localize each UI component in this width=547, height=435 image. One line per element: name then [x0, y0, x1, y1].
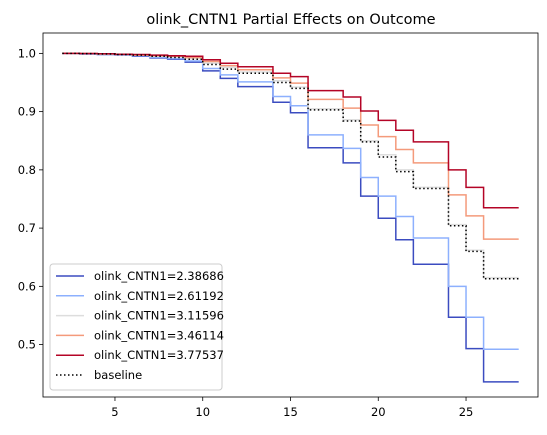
- series-line-4: [62, 52, 519, 240]
- legend-label: olink_CNTN1=2.61192: [94, 289, 224, 303]
- y-tick-label: 0.6: [18, 279, 36, 293]
- legend-box: [49, 263, 223, 391]
- y-tick-label: 0.5: [18, 338, 36, 352]
- series-line-3: [62, 52, 519, 279]
- legend-label: olink_CNTN1=3.46114: [94, 328, 224, 342]
- chart-title: olink_CNTN1 Partial Effects on Outcome: [146, 12, 435, 28]
- x-tick-label: 10: [195, 405, 210, 419]
- plot-area: [62, 52, 519, 383]
- x-tick-label: 15: [283, 405, 298, 419]
- series-line-5: [62, 52, 519, 209]
- x-tick-label: 20: [371, 405, 386, 419]
- x-tick-label: 5: [111, 405, 118, 419]
- legend-label: olink_CNTN1=2.38686: [94, 269, 224, 283]
- legend-label: olink_CNTN1=3.77537: [94, 348, 224, 362]
- y-tick-label: 0.8: [18, 163, 36, 177]
- y-tick-label: 0.9: [18, 105, 36, 119]
- y-tick-label: 0.7: [18, 221, 36, 235]
- y-tick-label: 1.0: [18, 46, 36, 60]
- legend-label: baseline: [94, 368, 142, 382]
- x-tick-label: 25: [459, 405, 474, 419]
- legend: olink_CNTN1=2.38686 olink_CNTN1=2.61192ol…: [49, 263, 224, 391]
- legend-label: olink_CNTN1=3.11596: [94, 309, 224, 323]
- axes: 5 10 15 20 25 0.5 0.6 0.7 0.8 0.9 1.0: [18, 32, 539, 419]
